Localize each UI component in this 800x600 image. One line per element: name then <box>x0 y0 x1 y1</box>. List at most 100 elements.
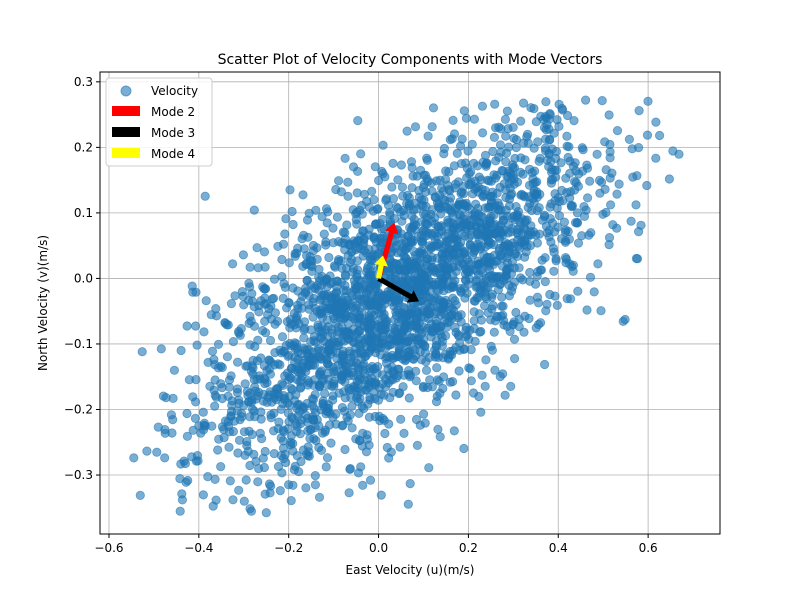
velocity-point <box>323 346 333 356</box>
legend-box <box>105 77 213 167</box>
velocity-point <box>474 391 484 402</box>
velocity-point <box>642 180 652 191</box>
velocity-point <box>356 462 366 472</box>
velocity-point <box>254 463 264 474</box>
velocity-point <box>394 348 404 358</box>
velocity-point <box>414 326 424 337</box>
velocity-point <box>601 207 611 218</box>
velocity-point <box>232 387 242 398</box>
velocity-point <box>491 156 501 166</box>
velocity-point <box>572 217 583 228</box>
velocity-point <box>288 446 298 456</box>
velocity-point <box>542 228 552 238</box>
legend-label-mode-4: Mode 4 <box>151 147 195 161</box>
velocity-point <box>416 230 427 241</box>
legend-marker-velocity <box>120 85 132 97</box>
x-tick-label: 0.6 <box>639 541 658 555</box>
velocity-point <box>238 291 248 301</box>
velocity-point <box>420 418 430 428</box>
velocity-point <box>286 373 296 383</box>
velocity-point <box>431 396 442 407</box>
legend-swatch-mode-4 <box>112 148 140 158</box>
velocity-point <box>539 359 550 370</box>
velocity-point <box>478 192 489 202</box>
velocity-point <box>142 446 152 456</box>
velocity-point <box>259 247 270 257</box>
velocity-point <box>262 397 272 407</box>
velocity-point <box>347 423 357 433</box>
velocity-point <box>183 475 193 486</box>
velocity-point <box>437 332 447 342</box>
velocity-point <box>284 297 294 308</box>
x-tick-label: −0.2 <box>274 541 303 555</box>
velocity-point <box>247 395 257 405</box>
velocity-point <box>177 495 187 505</box>
velocity-point <box>269 274 280 284</box>
velocity-point <box>179 456 189 466</box>
velocity-point <box>552 300 562 310</box>
velocity-point <box>403 336 413 346</box>
velocity-point <box>321 204 332 214</box>
velocity-point <box>435 432 445 442</box>
velocity-point <box>402 126 412 136</box>
velocity-point <box>268 293 279 303</box>
velocity-point <box>664 174 675 184</box>
velocity-point <box>233 357 243 367</box>
velocity-point <box>523 203 533 213</box>
velocity-point <box>228 259 238 269</box>
velocity-point <box>533 298 544 308</box>
velocity-point <box>343 251 353 261</box>
velocity-point <box>226 411 236 421</box>
velocity-point <box>266 413 276 423</box>
velocity-point <box>299 317 310 327</box>
velocity-point <box>487 289 497 299</box>
velocity-point <box>288 414 298 424</box>
y-tick-label: 0.2 <box>74 140 93 154</box>
velocity-point <box>226 298 236 309</box>
velocity-point <box>550 196 560 206</box>
velocity-point <box>463 146 473 156</box>
velocity-point <box>469 307 479 317</box>
velocity-point <box>353 116 363 126</box>
velocity-point <box>565 156 575 166</box>
velocity-point <box>422 306 432 316</box>
y-tick-label: 0.1 <box>74 206 93 220</box>
velocity-point <box>429 345 440 355</box>
velocity-point <box>319 289 329 300</box>
velocity-point <box>470 208 480 218</box>
velocity-point <box>380 428 390 439</box>
velocity-point <box>496 301 507 311</box>
velocity-point <box>319 388 330 399</box>
velocity-point <box>512 251 523 261</box>
velocity-point <box>370 411 380 422</box>
velocity-point <box>192 340 202 350</box>
x-axis-ticks: −0.6 −0.4 −0.2 0.0 0.2 0.4 0.6 <box>94 534 658 555</box>
velocity-point <box>314 492 325 502</box>
velocity-point <box>205 381 215 391</box>
plot-frame <box>99 71 721 535</box>
velocity-point <box>433 202 443 212</box>
velocity-point <box>482 158 492 168</box>
velocity-point <box>254 301 264 311</box>
velocity-point <box>403 369 414 379</box>
velocity-point <box>402 199 412 209</box>
velocity-point <box>487 187 498 197</box>
velocity-point <box>579 211 590 221</box>
velocity-point <box>297 234 307 244</box>
velocity-point <box>632 254 643 264</box>
velocity-point <box>198 490 208 500</box>
velocity-point <box>193 456 203 466</box>
velocity-point <box>338 346 348 356</box>
velocity-point <box>216 379 226 389</box>
velocity-point <box>448 223 459 233</box>
velocity-point <box>358 251 368 261</box>
velocity-point <box>217 393 227 404</box>
velocity-point <box>323 403 333 413</box>
velocity-point <box>333 176 344 186</box>
velocity-point <box>428 103 439 113</box>
velocity-point <box>516 116 526 126</box>
velocity-point <box>535 153 545 163</box>
velocity-point <box>585 176 595 186</box>
velocity-point <box>237 412 247 422</box>
velocity-point <box>571 178 581 188</box>
